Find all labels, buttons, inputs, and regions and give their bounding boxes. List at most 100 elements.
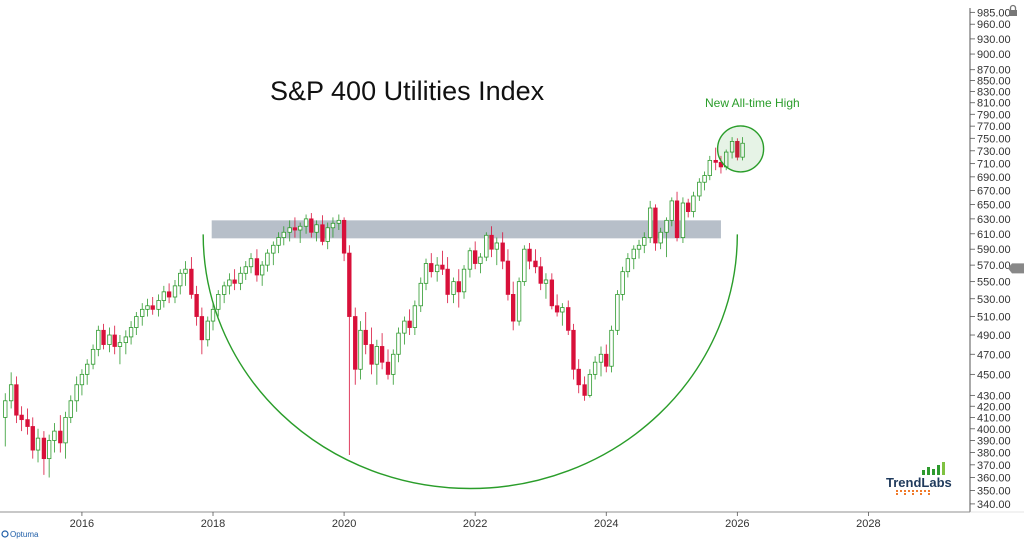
candle-body-up <box>271 244 276 254</box>
candle-body-up <box>210 308 216 322</box>
y-tick-label: 630.00 <box>977 214 1011 226</box>
candle-body-down <box>571 329 576 370</box>
candle <box>216 290 221 317</box>
candle <box>41 431 47 475</box>
x-tick-label: 2020 <box>332 518 356 530</box>
candle-body-down <box>150 305 155 310</box>
y-tick-label: 850.00 <box>977 75 1011 87</box>
candle-body-up <box>396 332 401 355</box>
y-tick-label: 900.00 <box>977 49 1011 61</box>
candle-body-up <box>658 231 663 244</box>
candle <box>101 323 106 350</box>
candle <box>74 376 79 412</box>
candle-body-up <box>123 336 129 344</box>
candle-body-up <box>90 348 96 365</box>
candle-body-down <box>576 368 581 386</box>
candle <box>254 249 260 282</box>
candle-body-down <box>554 305 560 313</box>
candle <box>298 222 303 243</box>
candle-body-down <box>429 263 434 273</box>
candle-body-down <box>112 334 117 347</box>
logo-bar <box>932 469 935 475</box>
logo-dots-icon <box>896 490 930 495</box>
candles-layer <box>3 137 745 478</box>
candle <box>412 300 418 336</box>
candle-body-down <box>533 260 538 268</box>
y-tick-label: 370.00 <box>977 460 1011 472</box>
candle <box>456 269 461 308</box>
candle <box>740 137 745 161</box>
candle-body-up <box>336 219 342 224</box>
candle-body-up <box>434 264 440 273</box>
y-tick-label: 410.00 <box>977 412 1011 424</box>
logo-dot <box>896 490 898 492</box>
candle-body-up <box>8 384 14 402</box>
all-time-high-highlight <box>716 125 765 173</box>
candle <box>423 258 429 291</box>
candle <box>161 285 167 308</box>
lock-icon[interactable] <box>1009 4 1017 17</box>
candle <box>358 321 363 380</box>
candle <box>3 393 8 447</box>
candle-body-down <box>189 268 194 295</box>
x-tick-label: 2024 <box>594 518 618 530</box>
candle <box>576 359 581 394</box>
candle-body-down <box>232 279 237 284</box>
candle <box>128 321 134 345</box>
y-tick-label: 570.00 <box>977 260 1011 272</box>
candle <box>484 232 489 262</box>
logo-dot <box>912 490 914 492</box>
rounding-arc-layer <box>202 234 739 489</box>
candle-body-up <box>161 291 167 301</box>
candle <box>391 349 396 385</box>
candle-body-up <box>287 227 292 233</box>
annotation-label: New All-time High <box>705 96 800 110</box>
candle-body-up <box>522 248 527 283</box>
candle <box>265 249 270 272</box>
candle-body-up <box>740 142 745 158</box>
candle-body-down <box>686 202 691 212</box>
candle <box>494 237 499 266</box>
price-pointer <box>1008 263 1024 274</box>
y-tick-label: 690.00 <box>977 172 1011 184</box>
candle-body-up <box>325 227 330 242</box>
candle <box>90 344 96 370</box>
candle-body-down <box>489 234 494 250</box>
logo-bar <box>927 467 930 475</box>
candle-body-up <box>467 250 473 270</box>
candle-body-up <box>46 440 52 460</box>
candle-body-up <box>620 271 625 295</box>
y-tick-label: 490.00 <box>977 330 1011 342</box>
candle <box>533 249 538 274</box>
candle-body-down <box>385 361 391 375</box>
candle-body-up <box>647 207 653 238</box>
candle <box>489 226 494 258</box>
candle <box>592 356 598 380</box>
x-tick-label: 2022 <box>463 518 487 530</box>
candle-body-up <box>128 327 134 338</box>
trendlabs-logo: TrendLabs <box>886 462 952 495</box>
highlight-layer <box>716 125 765 173</box>
candle-body-up <box>314 224 319 233</box>
candle-body-down <box>320 224 325 242</box>
candle <box>713 147 718 171</box>
candle <box>363 312 368 355</box>
y-tick-label: 750.00 <box>977 133 1011 145</box>
candle-body-down <box>369 344 374 365</box>
candle-body-up <box>227 279 232 287</box>
candle <box>669 197 674 227</box>
candle <box>620 266 625 301</box>
candle-body-down <box>19 414 24 421</box>
y-tick-label: 730.00 <box>977 146 1011 158</box>
provider-name: Optuma <box>10 530 39 539</box>
candle <box>189 257 194 299</box>
candle <box>434 257 440 282</box>
candle <box>631 245 636 270</box>
candle-body-down <box>14 384 19 416</box>
candle <box>63 411 68 459</box>
candle-body-down <box>582 384 587 396</box>
candle-body-up <box>636 244 642 250</box>
candle-body-up <box>107 334 112 345</box>
candle-body-up <box>35 437 41 451</box>
